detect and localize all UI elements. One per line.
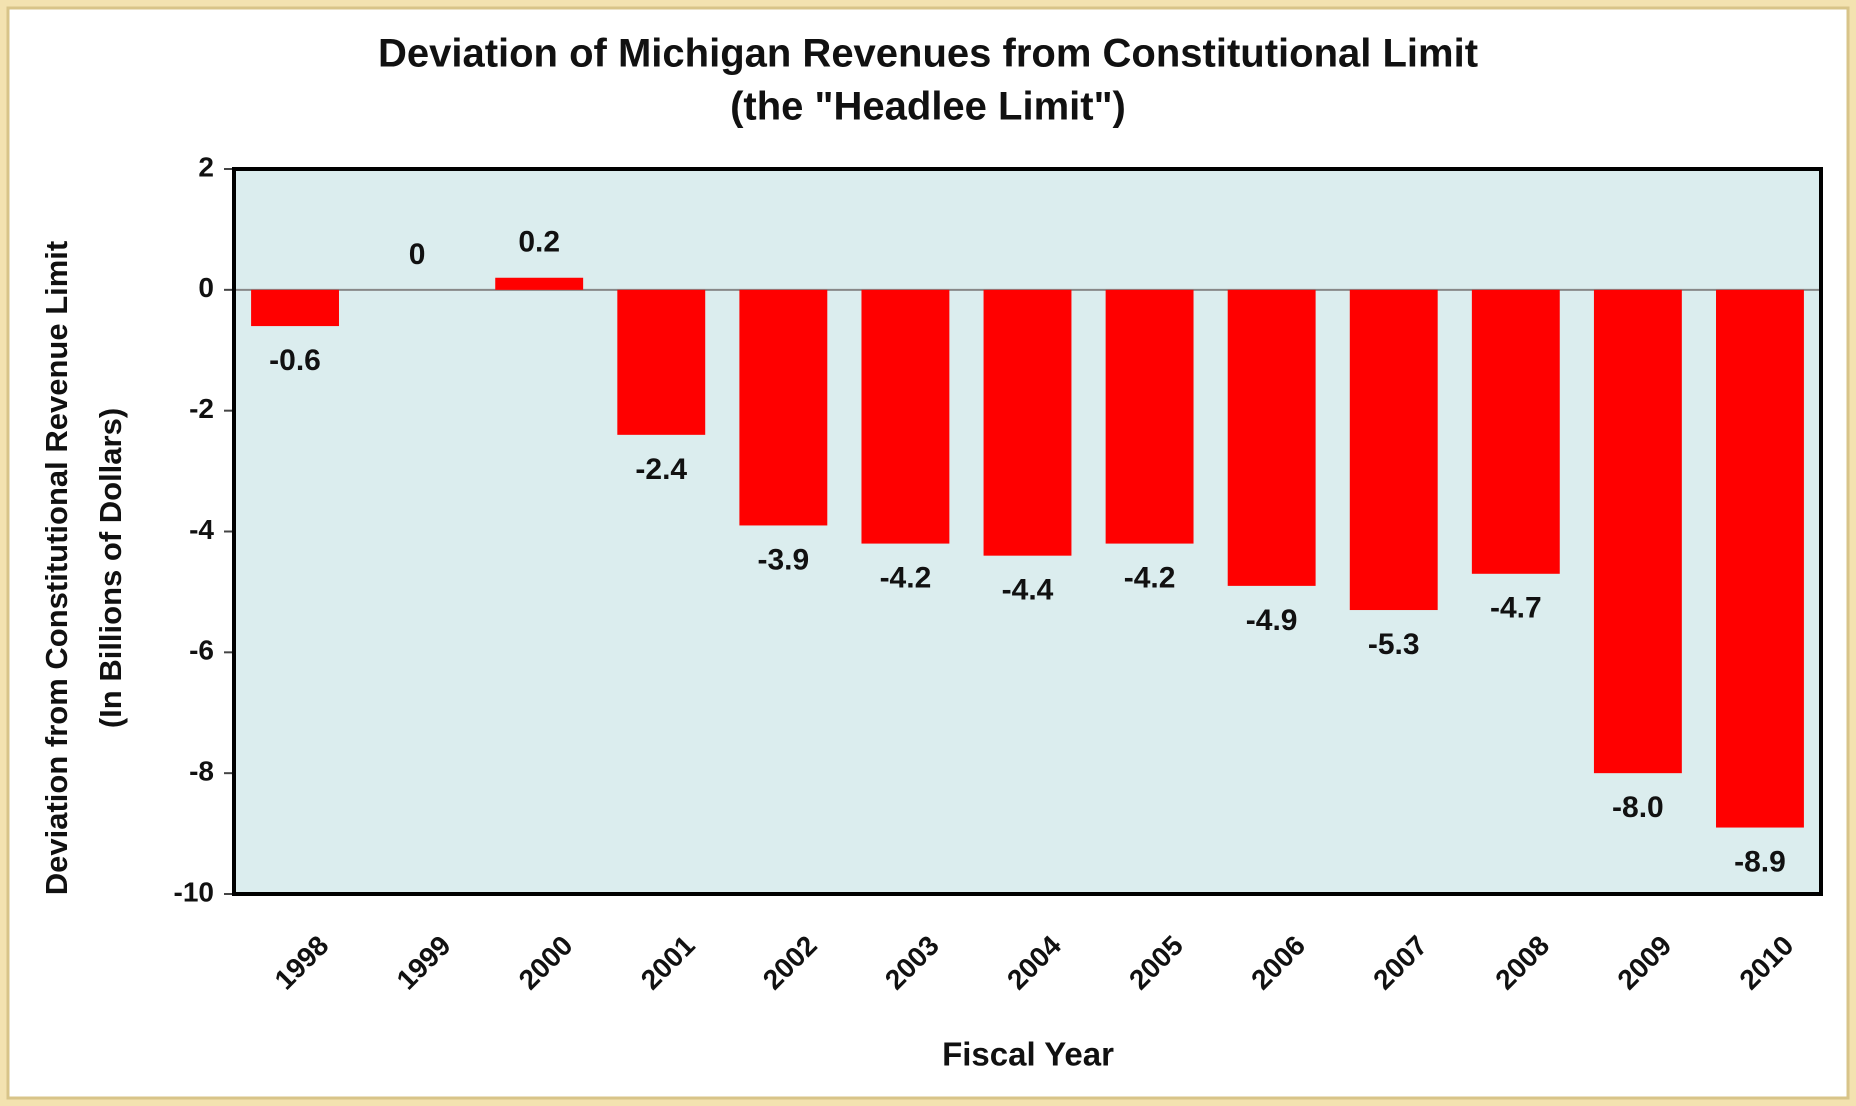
value-label: -3.9 bbox=[757, 543, 809, 576]
value-label: 0.2 bbox=[518, 226, 560, 259]
value-label: -0.6 bbox=[269, 344, 321, 377]
bar bbox=[1105, 289, 1194, 544]
value-label: -4.9 bbox=[1246, 604, 1298, 637]
y-tick-label: -4 bbox=[189, 514, 214, 545]
bar bbox=[1593, 289, 1682, 774]
value-label: -4.7 bbox=[1490, 592, 1542, 625]
bar bbox=[739, 289, 828, 526]
chart-title: Deviation of Michigan Revenues from Cons… bbox=[378, 32, 1478, 76]
y-tick-label: -2 bbox=[189, 393, 214, 424]
value-label: -8.0 bbox=[1612, 791, 1664, 824]
bar bbox=[617, 289, 706, 435]
value-label: -5.3 bbox=[1368, 628, 1420, 661]
bar bbox=[1227, 289, 1316, 586]
bar bbox=[861, 289, 950, 544]
value-label: -4.2 bbox=[880, 562, 932, 595]
plot-border bbox=[232, 167, 1823, 896]
y-tick-label: -10 bbox=[174, 876, 214, 907]
bar bbox=[1471, 289, 1560, 574]
y-tick-label: 0 bbox=[198, 272, 214, 303]
bar bbox=[983, 289, 1072, 556]
value-label: 0 bbox=[409, 238, 426, 271]
value-label: -4.4 bbox=[1002, 574, 1054, 607]
x-axis-title: Fiscal Year bbox=[942, 1036, 1114, 1073]
value-label: -8.9 bbox=[1734, 845, 1786, 878]
bar bbox=[1716, 289, 1804, 828]
bar bbox=[495, 277, 584, 290]
y-tick-label: -6 bbox=[189, 635, 214, 666]
value-label: -4.2 bbox=[1124, 562, 1176, 595]
y-axis-title: Deviation from Constitutional Revenue Li… bbox=[39, 241, 74, 896]
bar bbox=[1349, 289, 1438, 611]
y-axis-subtitle: (In Billions of Dollars) bbox=[93, 408, 128, 728]
y-tick-label: 2 bbox=[198, 151, 214, 182]
y-tick-label: -8 bbox=[189, 756, 214, 787]
bar bbox=[251, 289, 339, 327]
chart-subtitle: (the "Headlee Limit") bbox=[730, 85, 1126, 129]
value-label: -2.4 bbox=[635, 453, 687, 486]
